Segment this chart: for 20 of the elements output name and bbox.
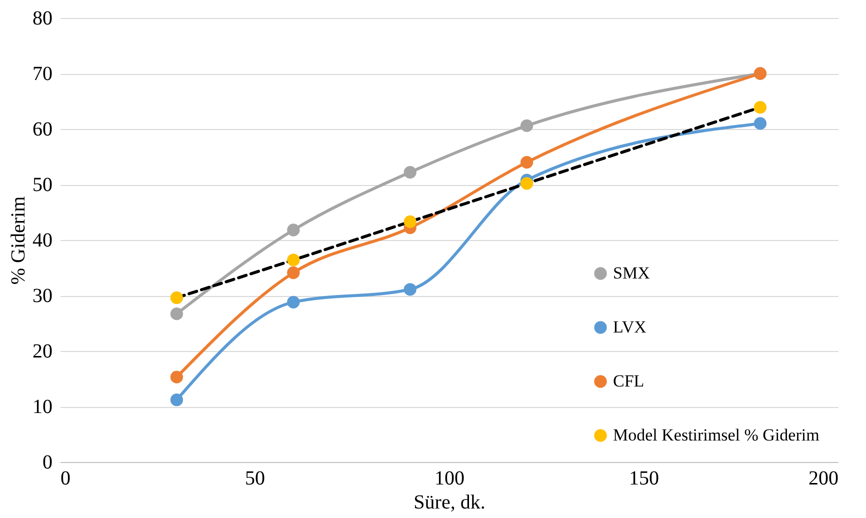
- y-tick-label: 30: [32, 285, 52, 307]
- legend-label: CFL: [613, 372, 644, 390]
- y-tick-label: 60: [32, 118, 52, 140]
- legend-label: Model Kestirimsel % Giderim: [613, 426, 820, 444]
- legend-label: SMX: [613, 264, 650, 282]
- y-tick-label: 40: [32, 230, 52, 252]
- x-axis-title: Süre, dk.: [414, 492, 486, 514]
- y-tick-label: 50: [32, 174, 52, 196]
- legend-label: LVX: [613, 318, 646, 336]
- y-tick-label: 70: [32, 63, 52, 85]
- x-tick-label: 150: [629, 468, 659, 490]
- x-tick-label: 100: [434, 468, 464, 490]
- y-tick-label: 10: [32, 396, 52, 418]
- x-tick-label: 0: [60, 468, 70, 490]
- x-tick-label: 200: [808, 468, 838, 490]
- y-tick-label: 80: [32, 8, 52, 30]
- x-tick-label: 50: [245, 468, 265, 490]
- y-tick-label: 20: [32, 340, 52, 362]
- y-axis-title: % Giderim: [8, 196, 30, 285]
- y-tick-label: 0: [42, 452, 52, 474]
